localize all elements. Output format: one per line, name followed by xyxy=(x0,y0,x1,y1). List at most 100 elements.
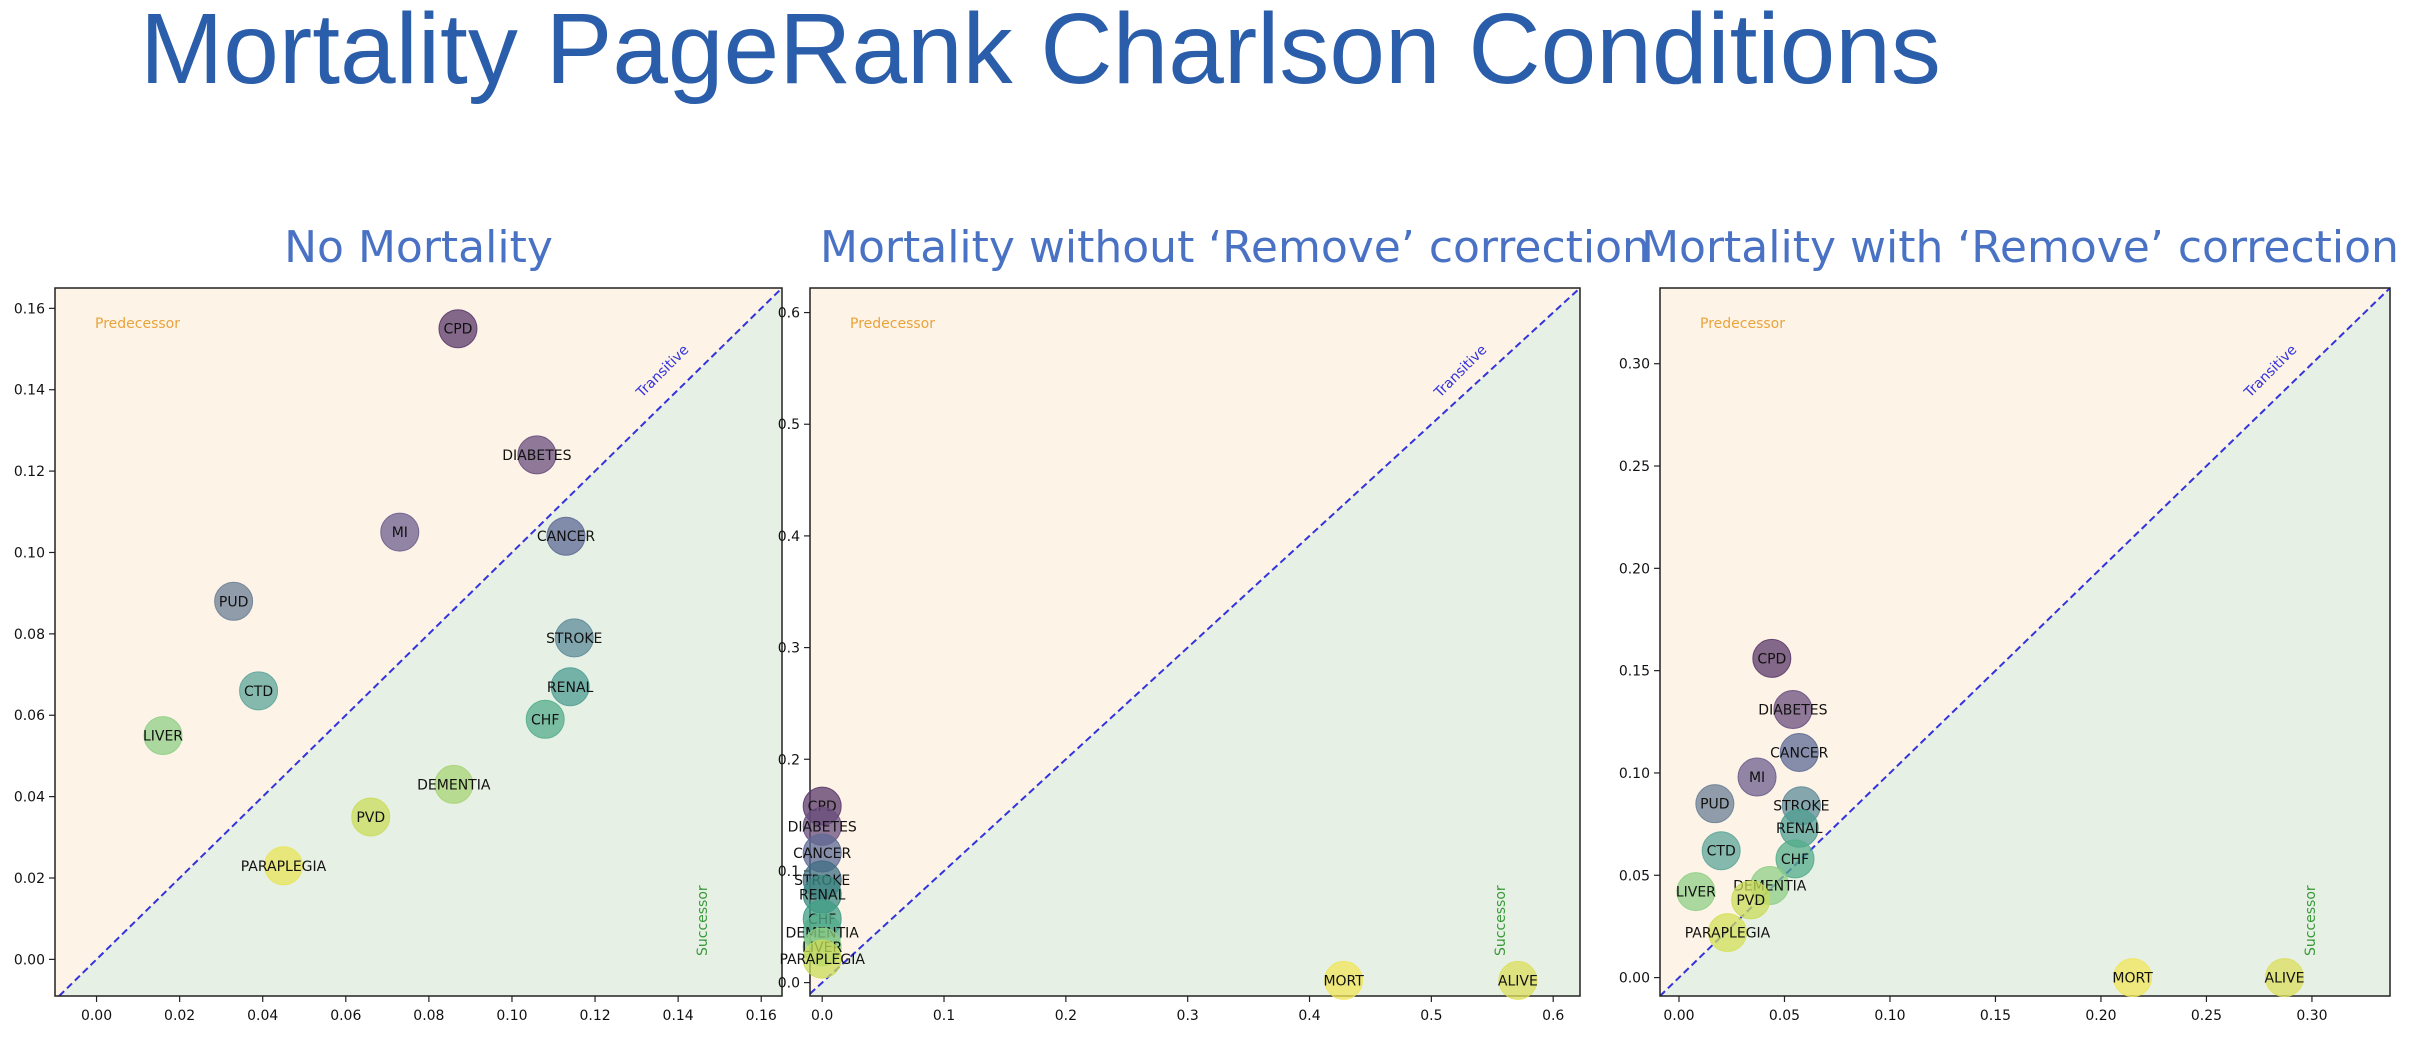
y-tick-label: 0.25 xyxy=(1619,459,1650,475)
data-point-label: PARAPLEGIA xyxy=(1685,926,1771,942)
data-point-label: LIVER xyxy=(143,729,183,745)
chart-no-mortality: 0.00 0.02 0.04 0.06 0.08 0.10 0.12 0.14 0.16 0.00… xyxy=(14,287,783,1024)
data-point xyxy=(1779,732,1819,772)
y-tick-label: 0.06 xyxy=(14,708,45,724)
y-tick-label: 0.10 xyxy=(14,545,45,561)
y-tick-label: 0.1 xyxy=(778,864,800,880)
page-title: Mortality PageRank Charlson Conditions xyxy=(140,0,1941,105)
x-tick-label: 0.00 xyxy=(1663,1008,1694,1024)
y-tick-label: 0.00 xyxy=(14,952,45,968)
y-tick-label: 0.0 xyxy=(778,976,800,992)
data-point xyxy=(1773,690,1813,730)
x-tick-label: 0.15 xyxy=(1980,1008,2011,1024)
data-point-label: MI xyxy=(392,525,408,541)
y-tick-label: 0.3 xyxy=(778,641,800,657)
data-point xyxy=(143,716,183,756)
predecessor-region-fill xyxy=(55,288,782,996)
data-point-label: PARAPLEGIA xyxy=(779,952,865,968)
data-point-label: PVD xyxy=(1736,893,1765,909)
x-tick-label: 0.14 xyxy=(663,1008,694,1024)
y-tick-label: 0.15 xyxy=(1619,664,1650,680)
x-tick-label: 0.10 xyxy=(496,1008,527,1024)
x-tick-label: 0.08 xyxy=(413,1008,444,1024)
data-point-label: CANCER xyxy=(1770,745,1828,761)
y-tick-label: 0.5 xyxy=(778,417,800,433)
predecessor-region-fill xyxy=(810,288,1580,996)
x-tick-label: 0.0 xyxy=(811,1008,833,1024)
data-point-label: MORT xyxy=(1323,973,1364,989)
data-point xyxy=(1737,757,1777,797)
y-tick-label: 0.10 xyxy=(1619,766,1650,782)
x-tick-label: 0.12 xyxy=(579,1008,610,1024)
data-point-label: CANCER xyxy=(793,846,851,862)
data-point-label: STROKE xyxy=(546,631,602,647)
plot-frame xyxy=(809,287,1581,997)
data-point xyxy=(2113,958,2153,998)
data-point-label: RENAL xyxy=(1776,821,1823,837)
data-point-label: PUD xyxy=(1700,797,1729,813)
successor-label: Successor xyxy=(1493,885,1509,956)
data-point-label: PARAPLEGIA xyxy=(241,859,327,875)
panel-title-mortality-without-remove: Mortality without ‘Remove’ correction xyxy=(820,222,1650,273)
data-point xyxy=(517,435,557,475)
data-point-label: CTD xyxy=(1707,844,1736,860)
y-tick-label: 0.04 xyxy=(14,790,45,806)
data-point xyxy=(263,846,303,886)
transitive-diagonal xyxy=(809,287,1581,995)
x-tick-label: 0.3 xyxy=(1177,1008,1199,1024)
data-point xyxy=(1498,960,1538,1000)
y-tick-label: 0.12 xyxy=(14,464,45,480)
y-tick-label: 0.20 xyxy=(1619,561,1650,577)
chart-mortality-without-remove: 0.0 0.1 0.2 0.3 0.4 0.5 0.6 0.0 0.1 0.2 0.3 0.4 0.5 0… xyxy=(778,287,1581,1024)
data-point xyxy=(1695,784,1735,824)
data-point-label: RENAL xyxy=(799,887,846,903)
data-point xyxy=(214,581,254,621)
data-point-label: CPD xyxy=(443,322,472,338)
data-point-label: DIABETES xyxy=(1758,703,1827,719)
x-tick-label: 0.5 xyxy=(1420,1008,1442,1024)
successor-region xyxy=(55,288,782,996)
successor-label: Successor xyxy=(2303,885,2319,956)
data-point-label: ALIVE xyxy=(2265,971,2305,987)
data-point-label: ALIVE xyxy=(1498,973,1538,989)
x-tick-label: 0.30 xyxy=(2296,1008,2327,1024)
plot-frame xyxy=(54,287,783,997)
data-point xyxy=(1701,831,1741,871)
data-point xyxy=(525,699,565,739)
y-tick-label: 0.6 xyxy=(778,306,800,322)
data-point-label: CPD xyxy=(1757,651,1786,667)
x-tick-label: 0.04 xyxy=(247,1008,278,1024)
data-point xyxy=(239,671,279,711)
data-point xyxy=(546,516,586,556)
x-tick-label: 0.20 xyxy=(2085,1008,2116,1024)
predecessor-label: Predecessor xyxy=(95,316,180,332)
data-point xyxy=(1676,872,1716,912)
y-tick-label: 0.05 xyxy=(1619,868,1650,884)
data-point xyxy=(550,667,590,707)
data-point-label: DIABETES xyxy=(788,819,857,835)
data-point xyxy=(380,512,420,552)
data-point xyxy=(2265,958,2305,998)
x-tick-label: 0.4 xyxy=(1298,1008,1320,1024)
data-point xyxy=(1708,913,1748,953)
data-point-label: DEMENTIA xyxy=(417,777,491,793)
y-tick-label: 0.16 xyxy=(14,301,45,317)
x-tick-label: 0.2 xyxy=(1055,1008,1077,1024)
x-tick-label: 0.02 xyxy=(164,1008,195,1024)
data-point-label: RENAL xyxy=(547,680,594,696)
x-tick-label: 0.05 xyxy=(1769,1008,1800,1024)
plot-frame xyxy=(1659,287,2391,997)
data-point-label: STROKE xyxy=(1773,799,1829,815)
data-point-label: PVD xyxy=(356,810,385,826)
x-tick-label: 0.6 xyxy=(1542,1008,1564,1024)
data-point-label: MI xyxy=(1749,770,1765,786)
x-tick-label: 0.06 xyxy=(330,1008,361,1024)
x-tick-label: 0.1 xyxy=(933,1008,955,1024)
data-point-label: PUD xyxy=(219,594,248,610)
successor-label: Successor xyxy=(695,885,711,956)
data-point-label: CHF xyxy=(1781,852,1809,868)
predecessor-label: Predecessor xyxy=(850,316,935,332)
predecessor-label: Predecessor xyxy=(1700,316,1785,332)
y-tick-label: 0.08 xyxy=(14,627,45,643)
x-tick-label: 0.16 xyxy=(746,1008,777,1024)
